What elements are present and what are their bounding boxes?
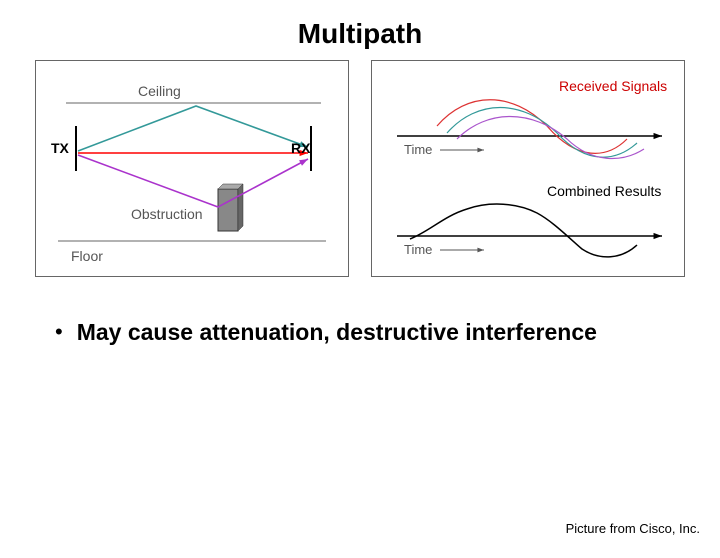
image-credit: Picture from Cisco, Inc.: [566, 520, 700, 538]
svg-text:Combined Results: Combined Results: [547, 183, 661, 199]
bullet-marker: •: [55, 317, 63, 347]
svg-text:TX: TX: [51, 140, 70, 156]
svg-text:Ceiling: Ceiling: [138, 83, 181, 99]
multipath-diagram-panel: Ceiling TX RX Obstruction Floor: [35, 60, 349, 277]
signals-svg: Received Signals Time Combined Results Time: [372, 61, 684, 276]
multipath-svg: Ceiling TX RX Obstruction Floor: [36, 61, 348, 276]
diagram-panels: Ceiling TX RX Obstruction Floor Received Sig…: [0, 60, 720, 277]
bullet-item: • May cause attenuation, destructive int…: [55, 317, 720, 347]
svg-text:RX: RX: [291, 140, 311, 156]
credit-text: Picture from Cisco, Inc.: [566, 521, 700, 536]
svg-text:Time: Time: [404, 242, 432, 257]
svg-text:Obstruction: Obstruction: [131, 206, 203, 222]
page-title: Multipath: [0, 18, 720, 50]
svg-text:Floor: Floor: [71, 248, 103, 264]
bullet-text: May cause attenuation, destructive inter…: [77, 317, 597, 347]
svg-text:Time: Time: [404, 142, 432, 157]
signals-diagram-panel: Received Signals Time Combined Results Time: [371, 60, 685, 277]
bullet-list: • May cause attenuation, destructive int…: [55, 317, 720, 347]
svg-text:Received Signals: Received Signals: [559, 78, 667, 94]
title-text: Multipath: [298, 18, 422, 49]
